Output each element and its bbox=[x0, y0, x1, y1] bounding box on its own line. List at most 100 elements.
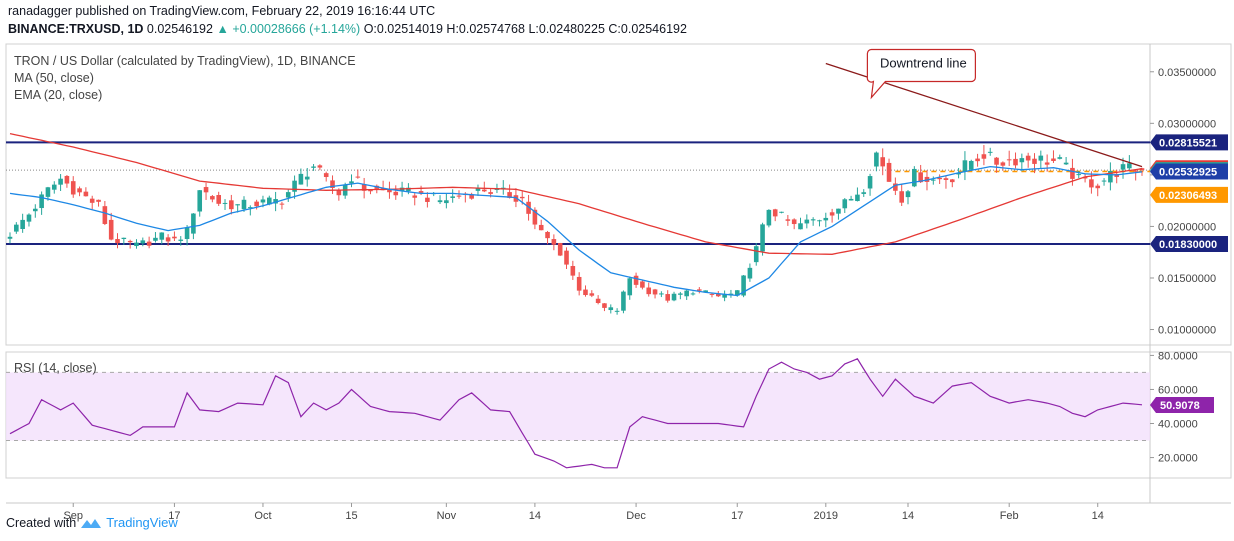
candle-body bbox=[557, 242, 563, 256]
price-tick-label: 0.01000000 bbox=[1158, 325, 1216, 337]
candle-body bbox=[564, 250, 569, 265]
tradingview-brand[interactable]: TradingView bbox=[106, 515, 178, 530]
candle-body bbox=[570, 266, 576, 276]
candle-body bbox=[102, 206, 108, 224]
candle-body bbox=[279, 203, 285, 205]
candles bbox=[7, 145, 1145, 315]
candle-body bbox=[576, 276, 582, 291]
candle-body bbox=[785, 219, 791, 221]
candle-body bbox=[83, 191, 89, 197]
price-tag bbox=[1150, 163, 1228, 180]
candle-body bbox=[753, 246, 759, 263]
candle-body bbox=[254, 201, 259, 207]
candle-body bbox=[172, 236, 177, 239]
candle-body bbox=[931, 179, 936, 181]
candle-body bbox=[855, 194, 860, 202]
candle-body bbox=[39, 194, 44, 209]
candle-body bbox=[526, 201, 531, 214]
price-pane-frame bbox=[5, 43, 1232, 346]
candle-body bbox=[943, 178, 949, 180]
candle-body bbox=[178, 239, 184, 241]
candle-body bbox=[798, 223, 803, 230]
price-tag-label: 0.02815521 bbox=[1159, 137, 1217, 149]
created-with-label: Created with bbox=[6, 515, 77, 530]
high-value: H:0.02574768 bbox=[446, 22, 525, 36]
candle-body bbox=[26, 214, 32, 222]
candle-body bbox=[918, 172, 923, 183]
candle-body bbox=[14, 224, 19, 232]
candle-body bbox=[7, 236, 13, 239]
candle-body bbox=[823, 217, 829, 221]
time-tick-label: Feb bbox=[1000, 510, 1019, 522]
candle-body bbox=[241, 199, 247, 210]
candle-body bbox=[678, 293, 683, 295]
candle-body bbox=[456, 195, 462, 197]
candle-body bbox=[715, 293, 721, 297]
candle-body bbox=[406, 187, 411, 192]
candle-body bbox=[671, 293, 677, 301]
candle-body bbox=[975, 158, 980, 162]
candle-body bbox=[292, 180, 297, 192]
ma-legend: MA (50, close) bbox=[14, 71, 94, 85]
candle-body bbox=[804, 219, 810, 224]
candle-body bbox=[545, 231, 550, 239]
candle-body bbox=[266, 197, 272, 205]
publish-line: ranadagger published on TradingView.com,… bbox=[8, 4, 436, 18]
chart-title: TRON / US Dollar (calculated by TradingV… bbox=[14, 54, 356, 68]
candle-body bbox=[197, 190, 203, 212]
candle-body bbox=[248, 207, 253, 209]
price-change: +0.00028666 (+1.14%) bbox=[232, 22, 361, 36]
candle-body bbox=[912, 168, 917, 187]
candle-body bbox=[627, 278, 633, 296]
candle-body bbox=[1076, 174, 1082, 176]
candle-body bbox=[425, 197, 430, 202]
symbol: BINANCE:TRXUSD, 1D bbox=[8, 22, 144, 36]
candle-body bbox=[1120, 164, 1126, 170]
candle-body bbox=[779, 211, 784, 213]
candle-body bbox=[772, 209, 778, 217]
candle-body bbox=[532, 209, 538, 225]
candle-body bbox=[355, 176, 361, 178]
candle-body bbox=[747, 267, 753, 279]
candle-body bbox=[1127, 163, 1132, 169]
candle-body bbox=[361, 184, 367, 191]
candle-body bbox=[203, 187, 209, 193]
candle-body bbox=[368, 189, 373, 192]
low-value: L:0.02480225 bbox=[528, 22, 605, 36]
candle-body bbox=[646, 287, 652, 295]
candle-body bbox=[633, 275, 639, 285]
candle-body bbox=[475, 188, 481, 191]
candle-body bbox=[210, 196, 215, 200]
candle-body bbox=[709, 293, 715, 295]
candle-body bbox=[690, 293, 696, 295]
candle-body bbox=[842, 199, 848, 209]
candle-body bbox=[488, 192, 493, 194]
candle-body bbox=[703, 290, 708, 293]
close-value: C:0.02546192 bbox=[608, 22, 687, 36]
candle-body bbox=[880, 157, 886, 167]
candle-body bbox=[323, 173, 329, 177]
rsi-legend: RSI (14, close) bbox=[14, 361, 97, 375]
rsi-band bbox=[6, 372, 1150, 441]
time-tick-label: Dec bbox=[626, 510, 646, 522]
candle-body bbox=[602, 303, 607, 308]
candle-body bbox=[1051, 158, 1056, 161]
candle-body bbox=[191, 213, 196, 234]
candle-body bbox=[684, 290, 689, 297]
price-tick-label: 0.03000000 bbox=[1158, 118, 1216, 130]
candle-body bbox=[393, 191, 399, 196]
candle-body bbox=[285, 192, 291, 198]
price-tick-label: 0.02000000 bbox=[1158, 221, 1216, 233]
rsi-tick-label: 20.0000 bbox=[1158, 453, 1198, 465]
price-tag bbox=[1150, 235, 1228, 252]
candle-body bbox=[273, 199, 278, 204]
candle-body bbox=[444, 200, 449, 204]
candle-body bbox=[1101, 180, 1107, 182]
candle-body bbox=[412, 195, 418, 198]
ema-legend: EMA (20, close) bbox=[14, 88, 103, 102]
rsi-tag bbox=[1150, 396, 1214, 413]
candle-body bbox=[51, 184, 57, 190]
candle-body bbox=[766, 209, 772, 226]
tradingview-logo-icon bbox=[81, 518, 102, 528]
